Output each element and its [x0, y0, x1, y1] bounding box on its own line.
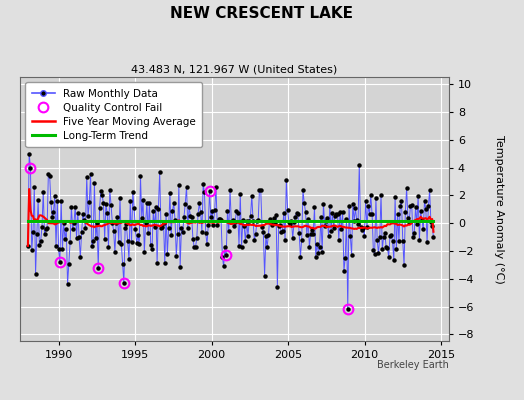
Title: 43.483 N, 121.967 W (United States): 43.483 N, 121.967 W (United States): [132, 65, 337, 75]
Text: Berkeley Earth: Berkeley Earth: [377, 360, 449, 370]
Text: NEW CRESCENT LAKE: NEW CRESCENT LAKE: [170, 6, 354, 21]
Y-axis label: Temperature Anomaly (°C): Temperature Anomaly (°C): [494, 135, 504, 284]
Legend: Raw Monthly Data, Quality Control Fail, Five Year Moving Average, Long-Term Tren: Raw Monthly Data, Quality Control Fail, …: [26, 82, 202, 147]
